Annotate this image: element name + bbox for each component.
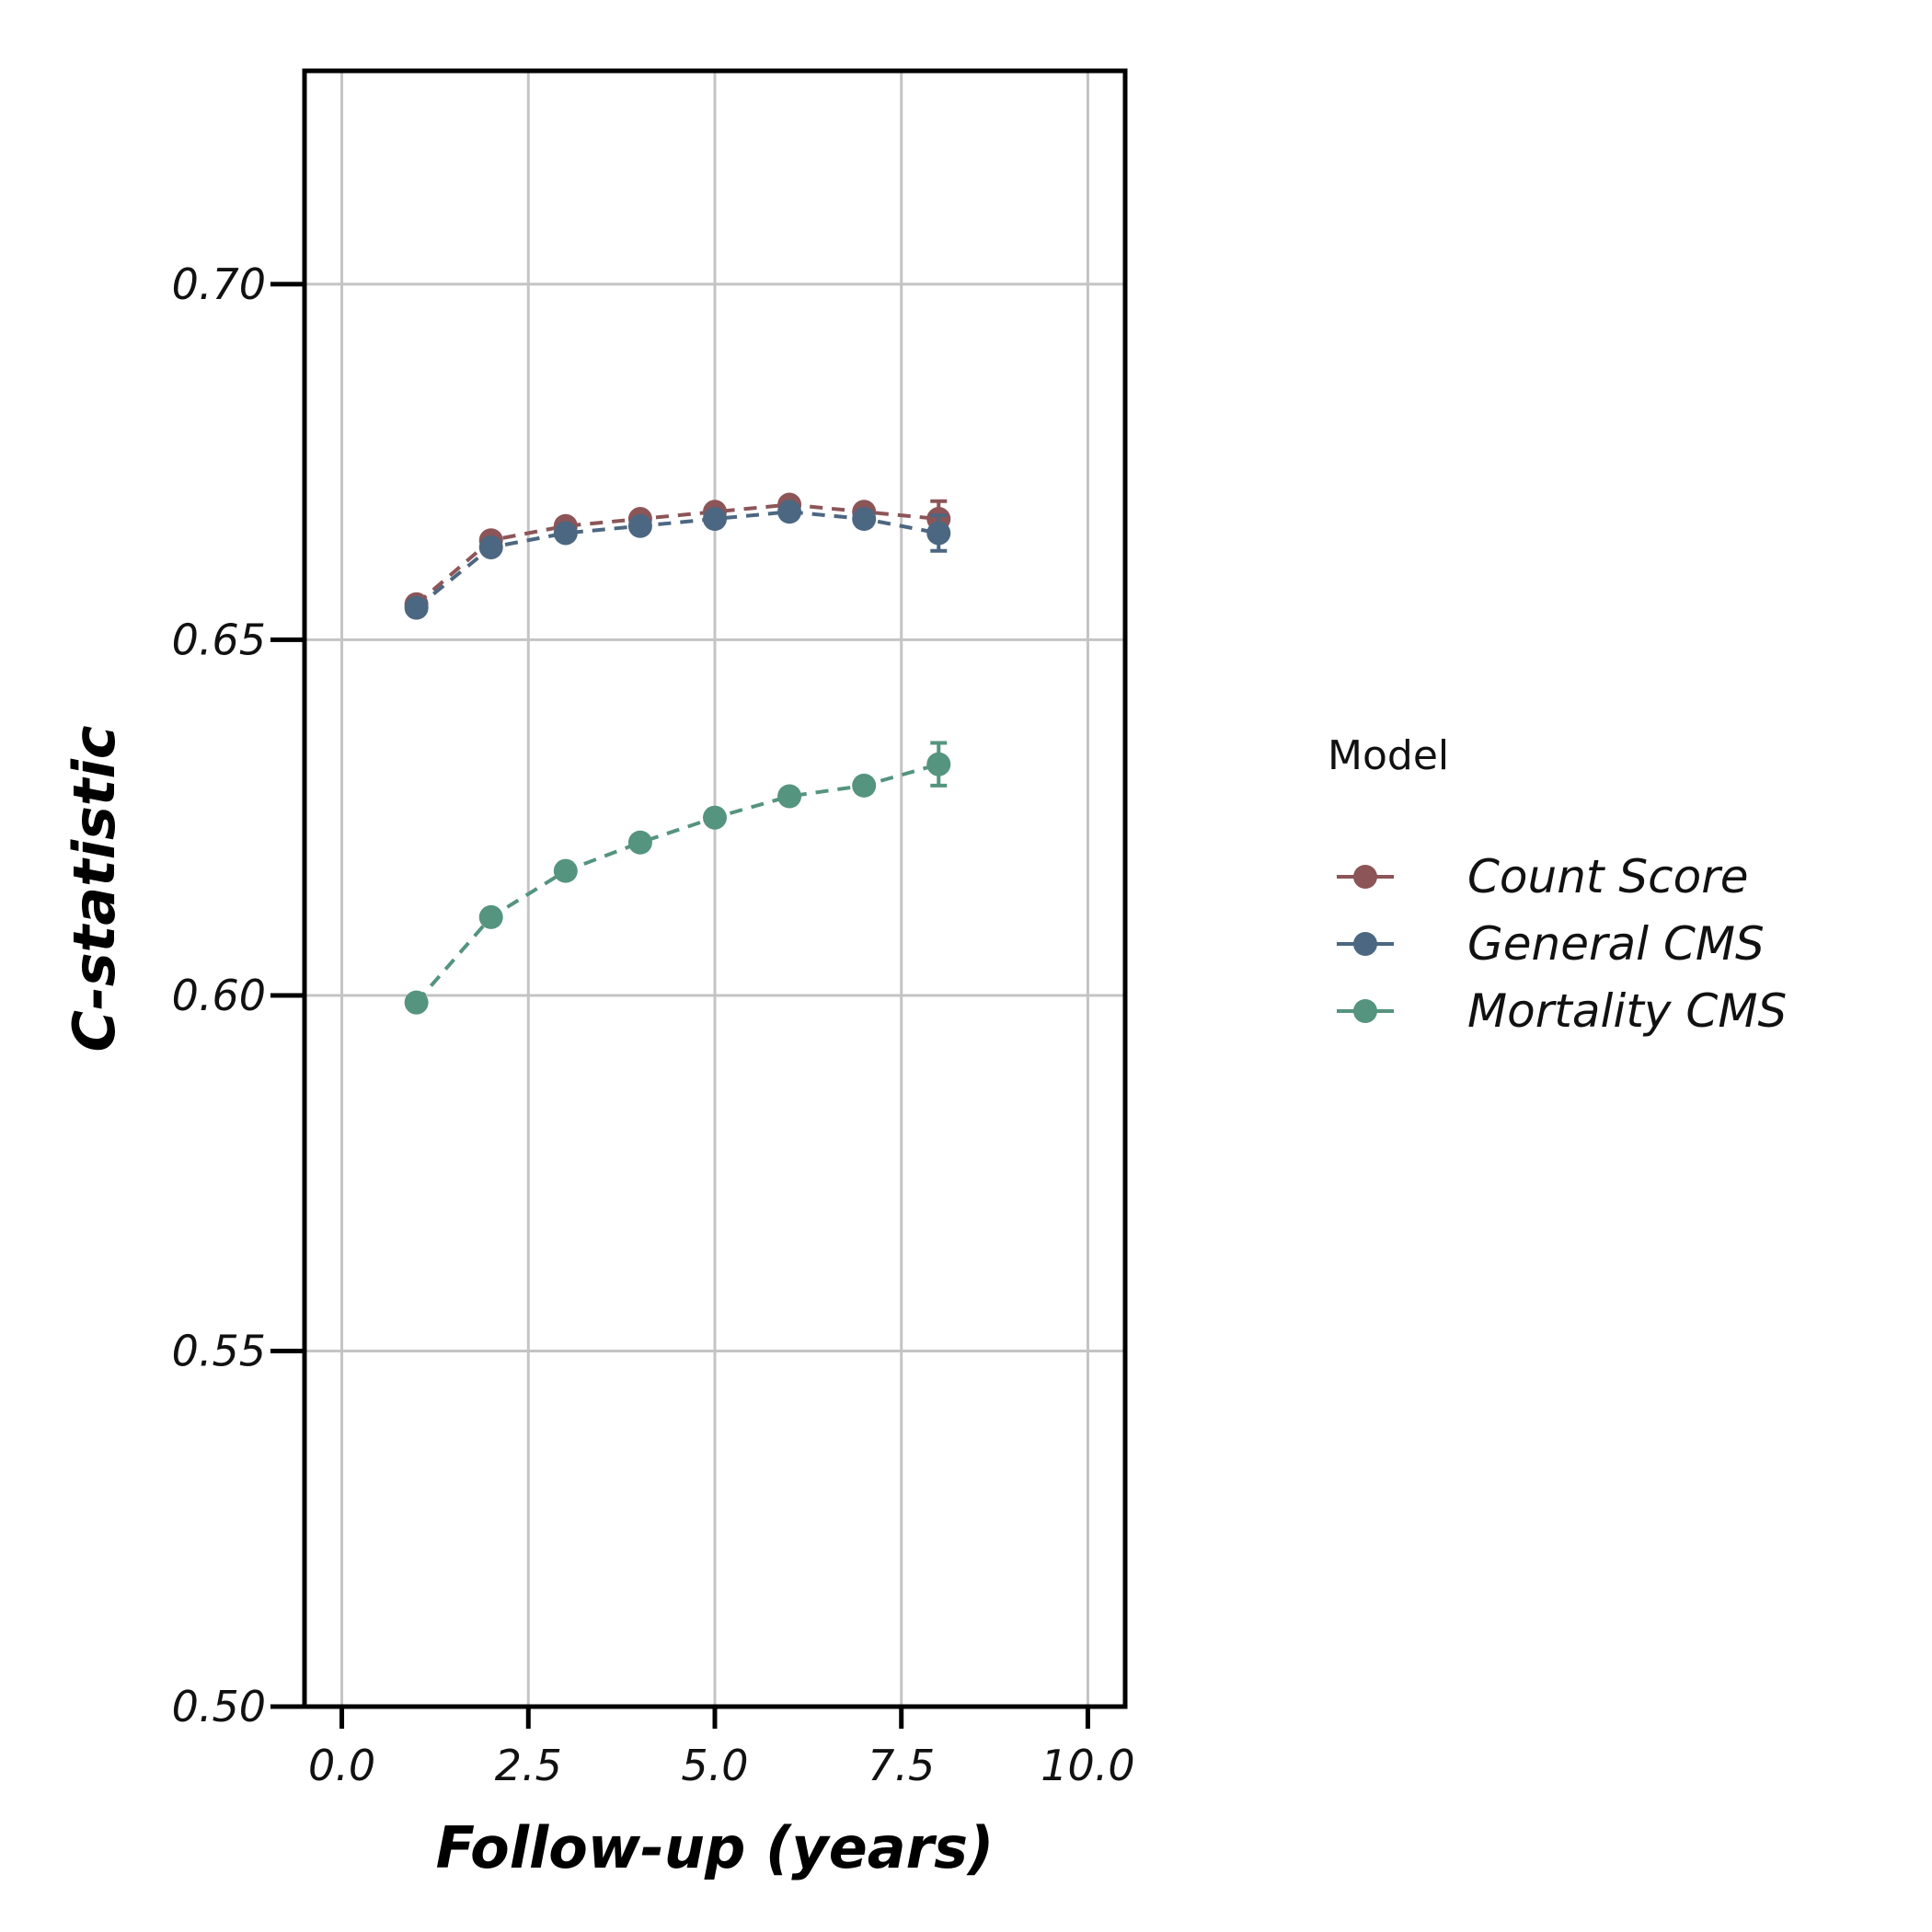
y-tick-label: 0.65 [172,615,266,664]
series-layer [404,492,951,1015]
legend-marker [1353,999,1377,1023]
y-tick-label: 0.60 [172,971,266,1020]
data-point [852,507,877,532]
data-point [627,830,652,855]
data-point [478,535,503,559]
data-point [852,773,877,798]
legend-label: General CMS [1467,917,1765,971]
series-line [415,762,939,1005]
data-point [627,513,652,538]
y-tick-label: 0.55 [172,1326,266,1375]
x-tick-label: 7.5 [868,1741,935,1790]
legend-label: Mortality CMS [1467,984,1787,1038]
legend-title: Model [1328,732,1449,779]
legend-items: Count Score General CMS Mortality CMS [1337,850,1787,1038]
data-point [703,805,727,830]
legend-marker [1353,865,1377,889]
series-mortality-cms [404,741,951,1015]
x-tick-label: 5.0 [681,1741,748,1790]
data-point [553,858,578,883]
legend-item: Mortality CMS [1337,984,1787,1038]
x-tick-label: 10.0 [1041,1741,1134,1790]
x-axis-title: Follow-up (years) [436,1814,995,1881]
legend-marker [1353,932,1377,956]
series-line [415,502,939,606]
plot-frame [302,68,1128,1709]
legend-label: Count Score [1467,850,1749,903]
y-tick-label: 0.50 [172,1682,266,1731]
y-axis-title: C-statistic [61,725,128,1052]
data-point [404,595,429,620]
legend: Model Count Score General CMS Mortality CM… [1328,732,1787,1038]
data-point [777,784,802,809]
y-tick-label: 0.70 [172,259,266,309]
x-tick-label: 2.5 [495,1741,562,1790]
data-point [703,507,727,532]
grid-lines [305,71,1125,1708]
series-general-cms [404,500,951,620]
data-point [777,500,802,524]
data-point [404,990,429,1015]
data-point [553,521,578,546]
data-point [926,752,951,776]
x-tick-label: 0.0 [308,1741,375,1790]
legend-item: General CMS [1337,917,1765,971]
data-point [926,521,951,546]
axis-ticks: 0.0 2.5 5.0 7.5 10.0 0.50 0.55 0.60 0.65 0.70 [172,259,1135,1790]
data-point [478,904,503,929]
legend-item: Count Score [1337,850,1749,903]
